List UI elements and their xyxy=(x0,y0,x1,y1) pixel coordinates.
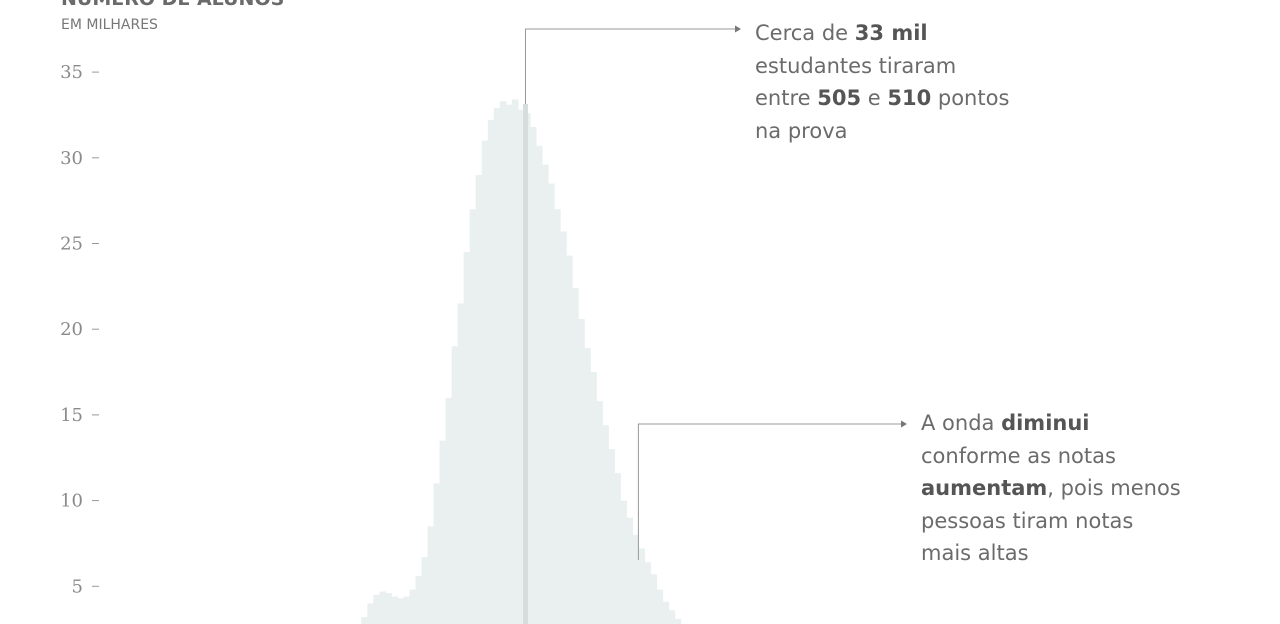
histogram-bar xyxy=(385,593,392,624)
histogram-bar xyxy=(457,303,465,624)
histogram-bar xyxy=(505,104,513,624)
annotation-peak-count: 33 mil xyxy=(854,21,928,45)
histogram-bar xyxy=(379,591,386,624)
histogram-bar xyxy=(535,145,543,624)
annotation-peak-upper-score: 510 xyxy=(887,86,932,110)
y-tick-label-15: 15 xyxy=(60,405,83,426)
histogram-bar xyxy=(409,589,417,624)
histogram-bar xyxy=(596,401,603,624)
annotation-tail: A onda diminui conforme as notas aumenta… xyxy=(921,407,1181,570)
histogram-bar xyxy=(662,601,670,624)
annotation-peak-text-4: pontos na prova xyxy=(755,86,1010,143)
histogram-bar xyxy=(397,598,405,624)
histogram-bar xyxy=(361,617,368,624)
annotation-peak: Cerca de 33 mil estudantes tiraram entre… xyxy=(755,17,1015,147)
annotation-tail-text-1: A onda xyxy=(921,411,1002,435)
annotation-peak-lower-score: 505 xyxy=(817,86,862,110)
histogram-bar xyxy=(433,483,441,624)
histogram-bar xyxy=(439,440,447,624)
histogram-bar xyxy=(626,517,633,624)
histogram-bar xyxy=(475,174,483,624)
histogram-bar xyxy=(499,101,507,624)
histogram-bar xyxy=(614,473,621,624)
histogram-bar xyxy=(487,120,495,624)
histogram-bar xyxy=(668,610,676,624)
histogram-bar xyxy=(578,318,585,624)
annotation-peak-text-2: estudantes tiraram entre xyxy=(755,53,957,111)
annotation-peak-arrow xyxy=(735,25,741,33)
histogram-bar xyxy=(451,346,459,624)
histogram-bar xyxy=(493,108,501,624)
annotation-tail-leader xyxy=(637,423,905,560)
histogram-bar xyxy=(391,596,399,624)
annotation-callouts xyxy=(525,25,907,560)
histogram-bar xyxy=(620,500,627,624)
histogram-bar xyxy=(602,425,609,624)
y-tick-label-30: 30 xyxy=(60,148,83,169)
histogram-bar xyxy=(511,99,519,624)
histogram-bar xyxy=(427,526,435,624)
histogram-bar xyxy=(590,372,597,624)
histogram-bar xyxy=(517,109,525,624)
histogram-bar xyxy=(584,348,591,624)
y-tick-label-20: 20 xyxy=(60,319,83,340)
annotation-tail-decreases: diminui xyxy=(1001,411,1090,435)
histogram-bar xyxy=(463,252,471,624)
histogram-bar xyxy=(644,562,652,624)
histogram-bar xyxy=(560,231,567,624)
histogram-bar xyxy=(632,534,640,624)
annotation-tail-increase: aumentam xyxy=(921,476,1048,500)
histogram-bar xyxy=(469,209,477,624)
histogram-bar xyxy=(415,576,423,624)
histogram-bar xyxy=(656,589,664,624)
histogram-bar xyxy=(674,618,682,624)
y-tick-label-5: 5 xyxy=(72,576,83,597)
annotation-peak-text-3: e xyxy=(861,86,888,110)
y-tick-label-10: 10 xyxy=(60,491,83,512)
histogram-bar xyxy=(481,140,489,624)
histogram-bar xyxy=(548,183,555,624)
histogram-bar xyxy=(367,603,374,624)
histogram-bar xyxy=(554,209,561,624)
peak-highlight-bar xyxy=(523,104,529,624)
annotation-tail-text-2: conforme as notas xyxy=(921,443,1116,468)
annotation-tail-arrow xyxy=(901,420,907,428)
histogram-bar xyxy=(421,557,429,624)
histogram-bar xyxy=(529,126,537,624)
histogram-bar xyxy=(572,288,579,624)
y-tick-label-25: 25 xyxy=(60,234,83,255)
histogram-bar xyxy=(403,596,411,624)
histogram-bars xyxy=(361,99,682,624)
histogram-bar xyxy=(542,164,549,624)
y-axis: 5 10 15 20 25 30 35 xyxy=(60,62,99,597)
chart-subtitle: EM MILHARES xyxy=(61,17,158,33)
histogram-bar xyxy=(445,397,453,624)
histogram-bar xyxy=(608,449,615,624)
highlight-group xyxy=(523,104,529,624)
annotation-peak-text-1: Cerca de xyxy=(755,21,855,45)
annotation-peak-leader xyxy=(525,28,739,104)
histogram-bar xyxy=(650,574,658,624)
histogram-bar xyxy=(566,255,573,624)
chart-title: NÚMERO DE ALUNOS xyxy=(61,0,284,10)
histogram-bar xyxy=(373,594,380,624)
y-tick-label-35: 35 xyxy=(60,62,83,83)
histogram-bar xyxy=(638,548,646,624)
annotation-tail-text-3: , pois menos pessoas tiram notas mais al… xyxy=(921,476,1181,565)
